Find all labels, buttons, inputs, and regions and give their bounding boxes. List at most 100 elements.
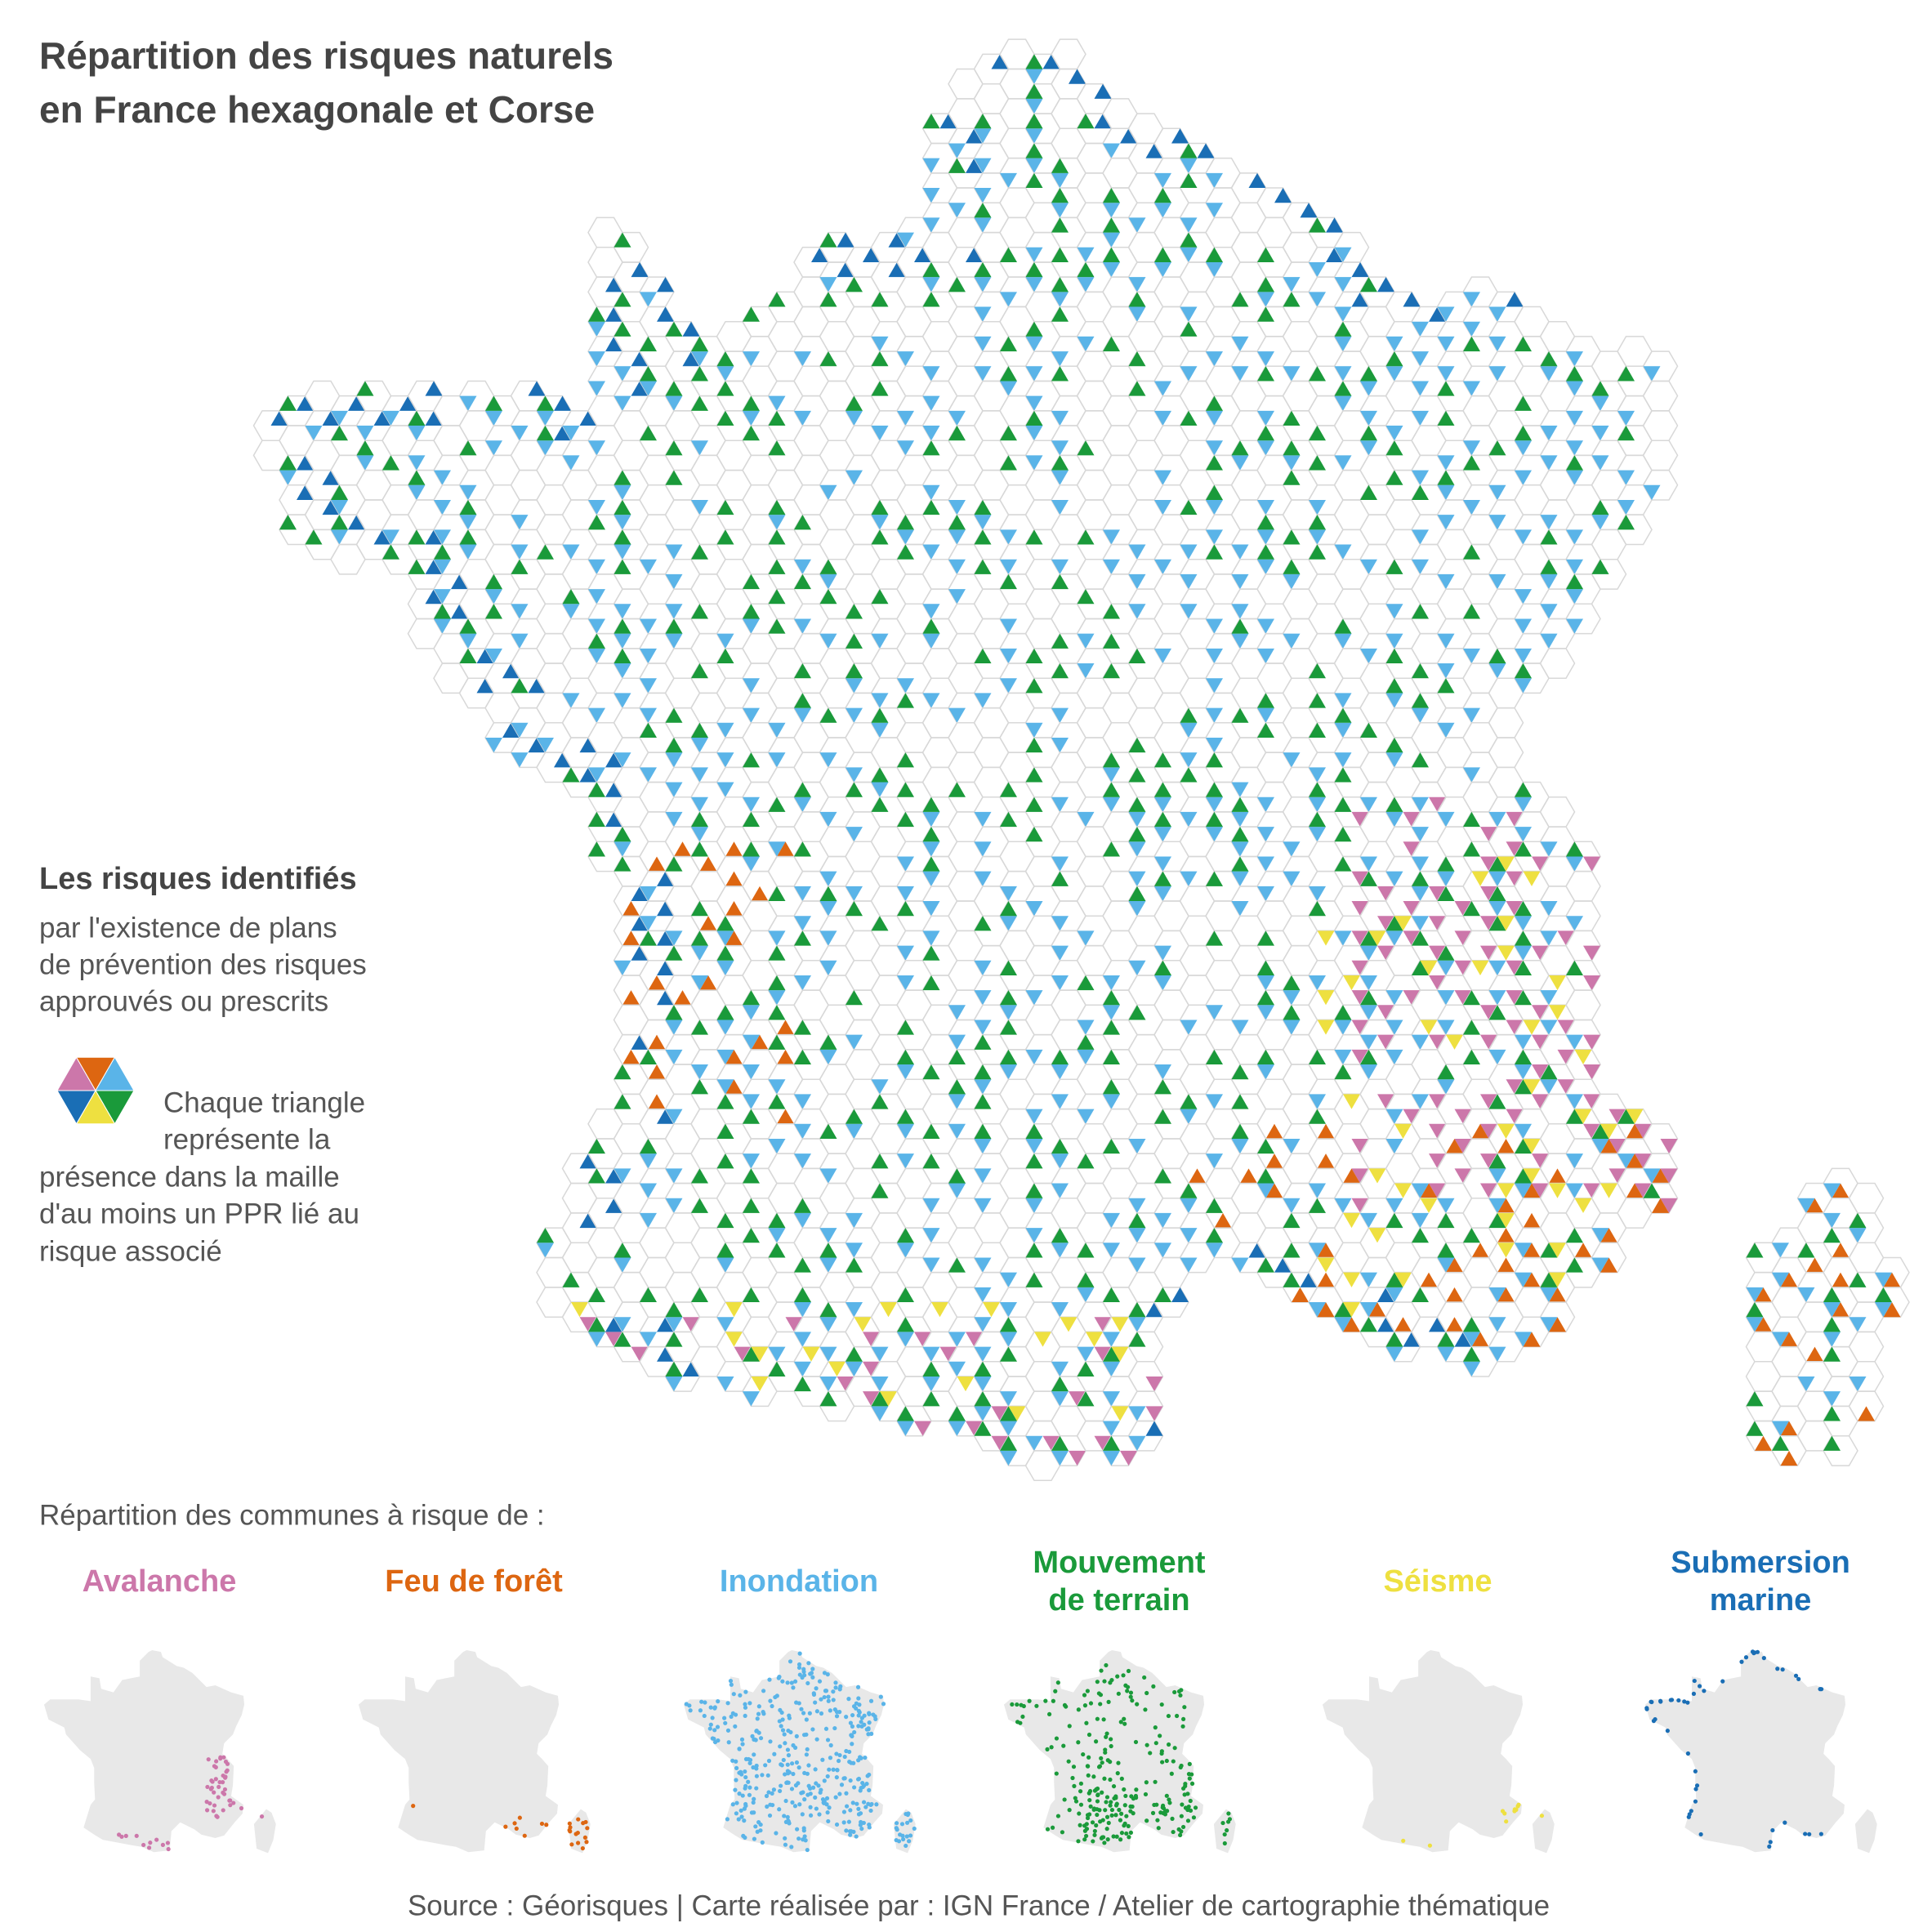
- risk-triangle: [922, 975, 940, 991]
- risk-triangle: [863, 1332, 880, 1347]
- risk-triangle: [1583, 1123, 1600, 1139]
- risk-triangle: [1309, 796, 1326, 812]
- risk-triangle: [1051, 277, 1069, 292]
- risk-dot: [734, 1800, 739, 1805]
- risk-dot: [1051, 1698, 1055, 1703]
- risk-triangle: [1025, 1228, 1043, 1243]
- risk-triangle: [1309, 1198, 1326, 1213]
- hex-cell: [639, 1227, 675, 1259]
- risk-triangle: [922, 292, 940, 307]
- risk-dot: [223, 1775, 228, 1780]
- risk-triangle: [1025, 54, 1043, 69]
- risk-triangle: [1446, 1034, 1463, 1050]
- risk-triangle: [1283, 871, 1301, 886]
- risk-dot: [737, 1791, 742, 1796]
- risk-triangle: [1437, 678, 1455, 694]
- risk-dot: [1094, 1823, 1099, 1828]
- risk-triangle: [1385, 1198, 1403, 1213]
- risk-triangle: [1257, 499, 1274, 515]
- risk-dot: [1104, 1731, 1109, 1736]
- risk-dot: [805, 1747, 810, 1752]
- risk-triangle: [434, 618, 451, 634]
- risk-triangle: [1025, 1435, 1043, 1451]
- risk-dot: [729, 1682, 734, 1687]
- risk-dot: [1188, 1798, 1193, 1804]
- risk-triangle: [1446, 1257, 1463, 1273]
- risk-triangle: [1463, 321, 1480, 337]
- risk-triangle: [1334, 321, 1352, 337]
- risk-dot: [1148, 1751, 1153, 1756]
- risk-dot: [1796, 1676, 1801, 1681]
- risk-triangle: [1283, 752, 1301, 768]
- hex-cell: [767, 855, 804, 887]
- risk-dot: [1167, 1797, 1171, 1802]
- risk-triangle: [1051, 633, 1069, 649]
- risk-triangle: [1309, 261, 1326, 278]
- risk-triangle: [1515, 395, 1532, 411]
- risk-triangle: [691, 1198, 708, 1213]
- risk-triangle: [948, 158, 966, 173]
- risk-dot: [1076, 1839, 1081, 1844]
- risk-triangle: [665, 321, 683, 337]
- hex-cell: [973, 588, 1010, 620]
- risk-triangle: [1549, 1317, 1566, 1332]
- risk-triangle: [819, 871, 837, 886]
- risk-triangle: [794, 1198, 811, 1213]
- risk-dot: [212, 1790, 216, 1795]
- risk-triangle: [1488, 811, 1506, 828]
- risk-dot: [1166, 1713, 1171, 1719]
- hex-cell: [1256, 216, 1292, 248]
- risk-dot: [791, 1685, 796, 1690]
- risk-triangle: [1154, 782, 1171, 797]
- risk-triangle: [459, 395, 477, 411]
- risk-triangle: [1360, 426, 1377, 441]
- hex-cell: [690, 870, 726, 902]
- risk-dot: [752, 1796, 756, 1801]
- risk-dot: [731, 1692, 736, 1697]
- risk-triangle: [863, 1361, 880, 1376]
- risk-triangle: [614, 663, 631, 679]
- risk-triangle: [794, 930, 811, 946]
- risk-dot: [783, 1836, 788, 1841]
- risk-triangle: [1103, 217, 1120, 233]
- risk-triangle: [1849, 1228, 1867, 1243]
- risk-triangle: [588, 306, 605, 322]
- risk-triangle: [1128, 381, 1146, 396]
- risk-dot: [1427, 1843, 1433, 1848]
- risk-dot: [823, 1689, 829, 1693]
- risk-triangle: [588, 1317, 605, 1332]
- risk-triangle: [622, 990, 640, 1006]
- risk-dot: [1086, 1732, 1092, 1738]
- risk-dot: [814, 1709, 819, 1714]
- risk-triangle: [614, 484, 631, 500]
- risk-dot: [205, 1784, 210, 1790]
- risk-dot: [1775, 1667, 1780, 1671]
- risk-triangle: [1343, 975, 1360, 991]
- risk-triangle: [1274, 1257, 1292, 1273]
- risk-triangle: [1497, 856, 1515, 872]
- risk-triangle: [948, 1361, 966, 1376]
- risk-triangle: [1257, 1168, 1274, 1184]
- risk-triangle: [1094, 1317, 1112, 1332]
- risk-triangle: [476, 648, 494, 664]
- risk-triangle: [1557, 930, 1575, 946]
- risk-triangle: [434, 559, 451, 574]
- risk-dot: [725, 1701, 730, 1706]
- risk-dot: [857, 1702, 862, 1707]
- risk-dot: [1115, 1674, 1120, 1679]
- risk-triangle: [1515, 1079, 1532, 1095]
- small-maps: [43, 1649, 1877, 1854]
- risk-triangle: [408, 484, 426, 500]
- risk-triangle: [1797, 1243, 1815, 1258]
- hex-cell: [484, 692, 520, 724]
- risk-dot: [855, 1684, 861, 1689]
- mini-map: [1644, 1650, 1846, 1853]
- risk-triangle: [1617, 470, 1635, 485]
- hex-cell: [870, 558, 907, 590]
- risk-dot: [792, 1804, 798, 1809]
- risk-dot: [844, 1791, 849, 1796]
- risk-triangle: [716, 1123, 734, 1139]
- risk-dot: [755, 1716, 760, 1721]
- risk-triangle: [1385, 1049, 1403, 1065]
- risk-triangle: [743, 1109, 760, 1124]
